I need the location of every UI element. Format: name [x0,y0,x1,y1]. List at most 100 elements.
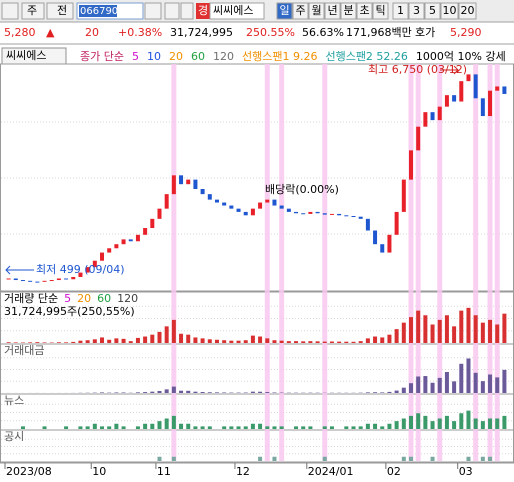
search-button[interactable] [144,2,162,20]
bar [64,426,69,429]
bar [222,392,227,393]
interval-button[interactable] [458,2,477,20]
candle [28,280,33,282]
prev-button[interactable] [46,2,74,20]
bar [258,423,263,429]
interval-button[interactable] [440,2,459,20]
bar [157,390,162,393]
bar [473,418,478,429]
bar [308,426,313,429]
period-button[interactable] [276,2,293,20]
period-button[interactable] [372,2,389,20]
bar [200,426,205,429]
bar [207,339,212,343]
change-pct: +0.38% [118,26,162,39]
bar [114,423,119,429]
candle [207,194,212,200]
candle [272,199,277,206]
x-tick-label: 03 [459,465,473,478]
bar [92,423,97,429]
highlight-band [408,64,414,461]
legend-item: 1000억 10% 강세 [416,50,506,63]
candle [157,208,162,219]
bar [401,418,406,429]
candle [437,106,442,121]
candle [200,189,205,195]
period-button[interactable] [308,2,325,20]
bar [380,337,385,343]
period-button[interactable] [340,2,357,20]
bar [279,340,284,343]
sound-button[interactable] [164,2,180,20]
bar [207,392,212,393]
legend-item: 60 [97,292,111,305]
bar [452,381,457,393]
candle [236,208,241,212]
interval-button[interactable] [408,2,425,20]
bar [329,426,334,429]
interval-label: 3 [413,4,420,17]
bar [408,456,413,461]
bar [459,413,464,429]
bar [488,456,493,461]
bar [315,341,320,343]
bar [171,319,176,343]
period-button[interactable] [356,2,373,20]
highlight-band [322,64,328,461]
bar [408,317,413,343]
bar [71,341,76,343]
bar [100,426,105,429]
highlight-band [415,64,421,461]
candle [480,98,485,117]
bar [258,336,263,343]
candle [193,179,198,190]
bar [444,372,449,393]
bar [502,415,507,429]
legend-item: 5 [64,292,71,305]
bar [56,342,61,343]
candle [459,81,464,102]
bar [236,426,241,429]
candle [466,74,471,82]
candle [6,278,11,280]
bar [150,334,155,343]
highlight-band [264,64,270,461]
menu-icon[interactable] [1,2,19,20]
nav-button[interactable] [180,2,194,20]
candle [171,175,176,195]
bar [394,421,399,429]
bar [351,426,356,429]
highlight-band [279,64,285,461]
bar [164,389,169,393]
interval-button[interactable] [424,2,441,20]
bar [85,340,90,343]
candle [71,276,76,280]
bar [100,337,105,343]
candle [143,228,148,235]
bar [322,426,327,429]
candle [423,112,428,127]
period-button[interactable] [292,2,309,20]
market-select[interactable] [21,2,45,20]
bar [416,310,421,343]
annotation-arrow [5,265,34,275]
bar [430,382,435,393]
pane-title: 거래대금 [4,344,44,357]
interval-button[interactable] [392,2,409,20]
annotation-low: 최저 499 (09/04) [36,263,125,276]
candle [100,252,105,261]
candle [258,202,263,209]
bar [466,307,471,343]
badge: 경 [198,4,208,17]
bar [272,340,277,343]
bar [358,341,363,343]
bar [143,336,148,343]
period-button[interactable] [324,2,341,20]
bar [488,319,493,343]
candle [243,211,248,216]
candle [315,211,320,214]
bar [135,426,140,429]
bar [42,426,47,429]
bar [150,423,155,429]
bar [222,426,227,429]
